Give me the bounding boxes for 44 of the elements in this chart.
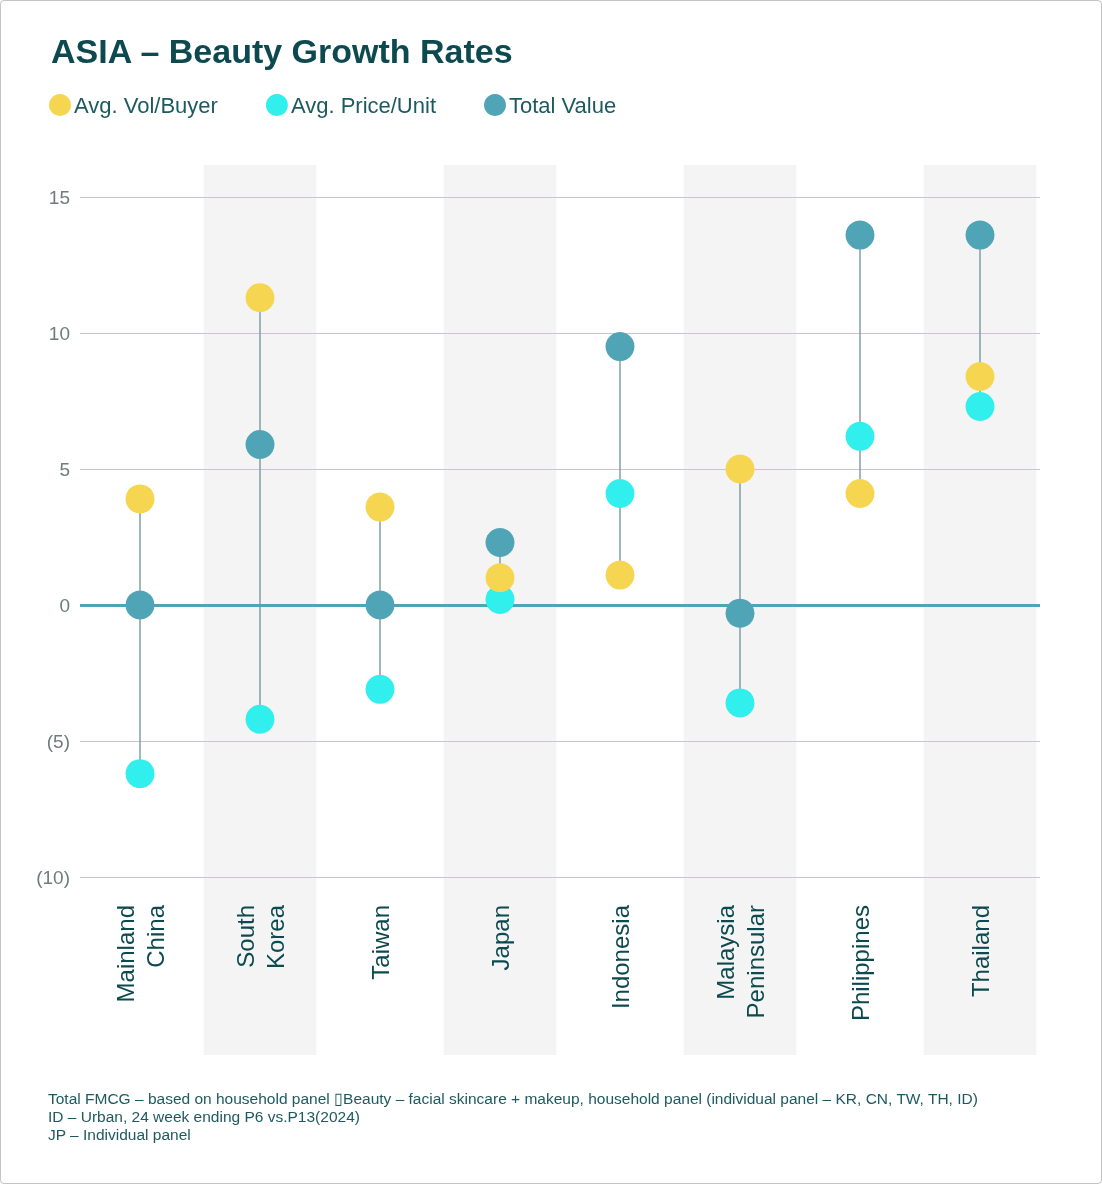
text: ID – Urban, 24 week ending P6 vs.P13(2024): [48, 1107, 360, 1125]
x-tick-label: Philippines: [846, 905, 874, 1022]
y-tick-label: 0: [59, 594, 70, 616]
point: [725, 598, 755, 628]
y-tick-label: 5: [59, 458, 70, 480]
point: [845, 220, 875, 250]
point: [845, 421, 875, 451]
point: [485, 527, 515, 557]
point: [365, 590, 395, 620]
legend-label: Total Value: [509, 92, 617, 118]
x-tick-label: South Korea: [231, 904, 289, 970]
point: [725, 454, 755, 484]
point: [125, 484, 155, 514]
point: [125, 759, 155, 789]
legend-label: Avg. Vol/Buyer: [74, 92, 218, 118]
point: [605, 332, 635, 362]
x-tick-label: Malaysia Peninsular: [711, 904, 769, 1019]
chart-title: ASIA – Beauty Growth Rates: [51, 32, 513, 70]
y-tick-label: 15: [48, 186, 70, 208]
point: [725, 688, 755, 718]
point: [365, 492, 395, 522]
point: [245, 283, 275, 313]
point: [605, 560, 635, 590]
y-tick-label: 10: [48, 322, 70, 344]
legend-label: Avg. Price/Unit: [290, 92, 437, 118]
point: [485, 563, 515, 593]
point: [965, 362, 995, 392]
point: [965, 220, 995, 250]
point: [365, 674, 395, 704]
text: Total FMCG – based on household panel ▯Beauty – facial skincare + makeup, household panel (individual panel – KR, CN, TW, TH, ID): [48, 1089, 978, 1107]
text: JP – Individual panel: [48, 1125, 191, 1143]
x-tick-label: Indonesia: [606, 904, 634, 1010]
y-tick-label: (5): [46, 730, 70, 752]
point: [845, 478, 875, 508]
point: [245, 430, 275, 460]
y-tick-label: (10): [36, 866, 70, 888]
point: [605, 478, 635, 508]
point: [245, 704, 275, 734]
point: [125, 590, 155, 620]
x-tick-label: Japan: [486, 905, 514, 971]
point: [965, 391, 995, 421]
x-tick-label: Thailand: [966, 905, 994, 998]
x-tick-label: Taiwan: [366, 905, 394, 980]
x-tick-label: Mainland China: [111, 904, 169, 1003]
